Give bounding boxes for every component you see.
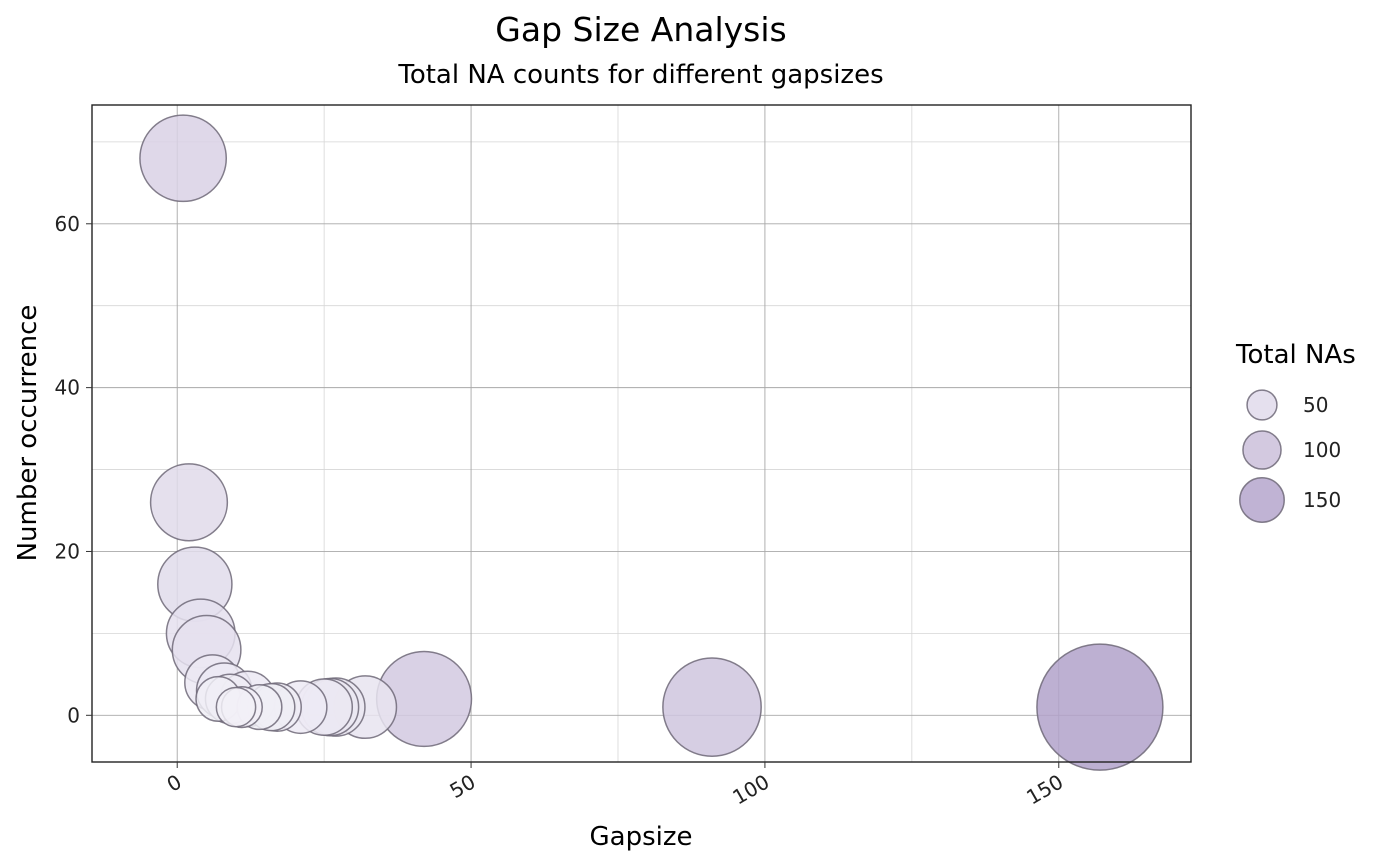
y-tick-label: 60 [55, 212, 80, 236]
y-axis-title: Number occurrence [13, 305, 43, 562]
x-axis-ticks: 0 50 100 150 [163, 762, 1067, 810]
legend-key [1239, 477, 1285, 523]
data-point [149, 463, 229, 542]
minor-gridlines [92, 105, 1191, 762]
data-point [139, 114, 228, 203]
plot-area [91, 104, 1192, 771]
legend-label: 150 [1303, 488, 1341, 512]
y-tick-label: 20 [55, 539, 80, 563]
legend-title: Total NAs [1235, 340, 1356, 370]
data-point [1036, 643, 1164, 771]
x-tick-label: 50 [446, 770, 480, 804]
data-points [139, 114, 1164, 771]
data-point [662, 657, 762, 758]
y-tick-label: 0 [67, 703, 80, 727]
legend: Total NAs 50 100 150 [1235, 340, 1356, 523]
chart-subtitle: Total NA counts for different gapsizes [397, 60, 883, 90]
y-axis-ticks: 0 20 40 60 [55, 212, 92, 727]
legend-key [1242, 430, 1282, 470]
legend-key [1246, 389, 1278, 421]
legend-label: 50 [1303, 393, 1328, 417]
x-axis-title: Gapsize [590, 822, 693, 852]
chart-title: Gap Size Analysis [495, 10, 786, 49]
panel-border [91, 104, 1192, 763]
major-gridlines [92, 105, 1191, 762]
data-point [215, 686, 257, 728]
x-tick-label: 0 [163, 770, 186, 797]
legend-label: 100 [1303, 438, 1341, 462]
y-tick-label: 40 [55, 376, 80, 400]
x-tick-label: 100 [728, 770, 773, 810]
legend-items: 50 100 150 [1239, 389, 1341, 523]
x-tick-label: 150 [1022, 770, 1067, 810]
